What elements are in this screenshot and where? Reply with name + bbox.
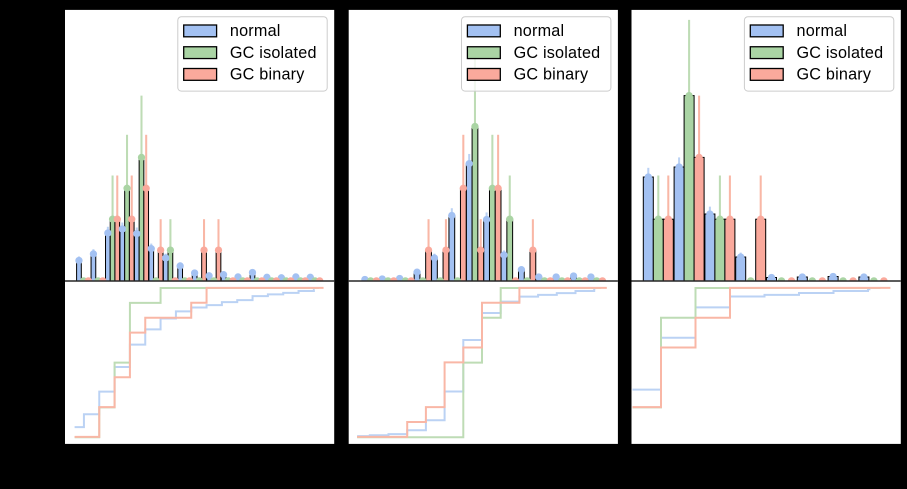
svg-text:GC binary: GC binary	[230, 66, 305, 84]
svg-text:GC isolated: GC isolated	[230, 44, 317, 62]
svg-text:GC binary: GC binary	[797, 66, 872, 84]
svg-text:GC binary: GC binary	[514, 66, 589, 84]
svg-text:GC isolated: GC isolated	[797, 44, 884, 62]
svg-text:GC isolated: GC isolated	[514, 44, 601, 62]
svg-text:normal: normal	[230, 22, 281, 40]
svg-text:normal: normal	[797, 22, 848, 40]
svg-text:normal: normal	[514, 22, 565, 40]
